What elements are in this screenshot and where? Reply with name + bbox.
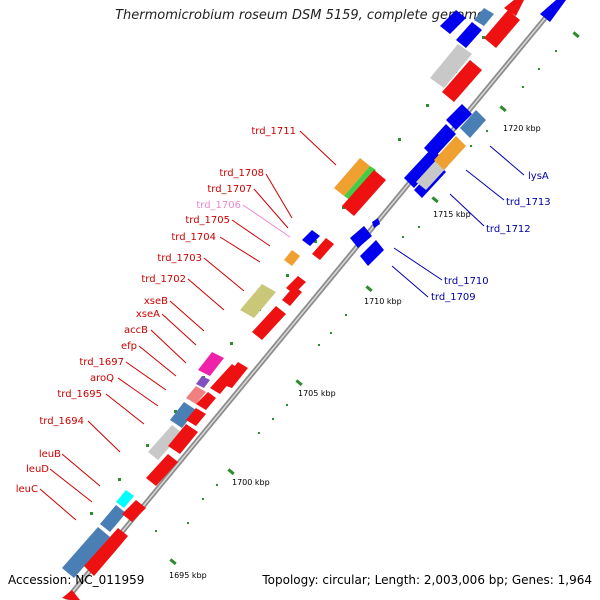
- genome-backbone: [64, 0, 562, 600]
- label-trd_1712: trd_1712: [486, 224, 531, 235]
- gene-trd_1695: [170, 402, 196, 428]
- label-lysA: lysA: [528, 171, 549, 182]
- label-leuC: leuC: [16, 484, 38, 495]
- gene-trd_1706: [302, 230, 320, 246]
- label-aroQ: aroQ: [90, 373, 114, 384]
- gene-trd_1702: [240, 284, 276, 318]
- gene-aroQ: [196, 376, 210, 388]
- scale-1695: 1695 kbp: [169, 571, 207, 580]
- scale-1705: 1705 kbp: [298, 389, 336, 398]
- gene-trd_1694: [148, 425, 182, 460]
- label-efp: efp: [121, 341, 137, 352]
- label-trd_1705: trd_1705: [185, 215, 230, 226]
- scale-1700: 1700 kbp: [232, 478, 270, 487]
- leader-lines-left: [39, 130, 337, 521]
- gene-trd_1697: [186, 386, 206, 404]
- genes-left-strand: [62, 8, 494, 578]
- label-trd_1706: trd_1706: [196, 200, 241, 211]
- label-trd_1709: trd_1709: [431, 292, 476, 303]
- gene-top-2: [456, 22, 482, 48]
- gene-labels-right: lysA trd_1713 trd_1712 trd_1710 trd_1709: [431, 171, 551, 303]
- gene-trd_1705: [284, 250, 300, 266]
- label-trd_1697: trd_1697: [79, 357, 124, 368]
- label-trd_1694: trd_1694: [39, 416, 84, 427]
- genes-right-strand: [62, 0, 524, 600]
- label-trd_1710: trd_1710: [444, 276, 489, 287]
- gene-leuC: [62, 527, 110, 578]
- gene-trd_1711b: [344, 166, 376, 200]
- gene-efp: [198, 352, 224, 376]
- gene-trd_1711: [334, 158, 370, 196]
- leader-lines-right: [391, 145, 525, 298]
- label-trd_1703: trd_1703: [157, 253, 202, 264]
- gene-top-3: [474, 8, 494, 26]
- label-trd_1702: trd_1702: [141, 274, 186, 285]
- label-trd_1695: trd_1695: [57, 389, 102, 400]
- label-trd_1711: trd_1711: [251, 126, 296, 137]
- label-xseB: xseB: [144, 296, 168, 307]
- map-title: Thermomicrobium roseum DSM 5159, complet…: [115, 8, 485, 23]
- gene-leuD: [100, 505, 126, 532]
- label-trd_1713: trd_1713: [506, 197, 551, 208]
- tick-marks-right: [155, 31, 580, 566]
- scale-1715: 1715 kbp: [433, 210, 471, 219]
- scale-1720: 1720 kbp: [503, 124, 541, 133]
- genes-blue-right: [350, 0, 566, 266]
- accession-text: Accession: NC_011959: [8, 573, 145, 587]
- label-leuD: leuD: [26, 464, 49, 475]
- label-accB: accB: [124, 325, 148, 336]
- gene-leuB: [116, 490, 134, 508]
- label-trd_1707: trd_1707: [207, 184, 252, 195]
- scale-labels: 1695 kbp 1700 kbp 1705 kbp 1710 kbp 1715…: [169, 124, 541, 580]
- label-trd_1708: trd_1708: [219, 168, 264, 179]
- gene-labels-left: trd_1711 trd_1708 trd_1707 trd_1706 trd_…: [16, 126, 296, 495]
- label-trd_1704: trd_1704: [171, 232, 216, 243]
- label-leuB: leuB: [39, 449, 61, 460]
- genome-info-text: Topology: circular; Length: 2,003,006 bp…: [262, 573, 592, 587]
- scale-1710: 1710 kbp: [364, 297, 402, 306]
- genes-grey-right: [416, 110, 486, 190]
- label-xseA: xseA: [136, 309, 160, 320]
- gene-top-1: [430, 44, 472, 88]
